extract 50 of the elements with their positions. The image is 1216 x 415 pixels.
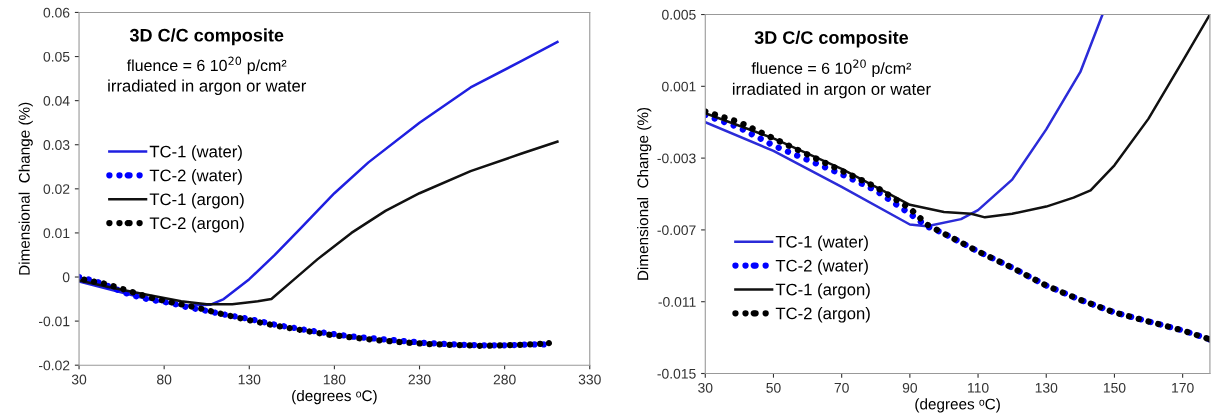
x-tick-label: 90 [902,382,918,393]
legend-label: TC-2 (argon) [775,307,870,323]
x-tick-label: 30 [71,374,87,385]
x-tick-label: 180 [323,374,346,385]
x-tick-label: 80 [157,374,172,385]
x-tick-label: 330 [578,374,601,385]
y-tick-label: 0.005 [662,9,696,20]
x-tick-label: 70 [834,382,849,393]
text: fluence = 6 10$^{20}$ p/cm² [751,59,912,78]
y-tick-label: -0.02 [38,360,70,371]
y-tick-label: 0.02 [43,184,70,194]
y-axis-title: Dimensional Change (%) [637,107,652,280]
x-tick-label: 150 [1103,382,1126,393]
x-tick-label: 230 [408,374,431,385]
y-tick-label: -0.011 [658,297,696,307]
text: fluence = 6 10$^{20}$ p/cm² [126,56,287,75]
annotation: irradiated in argon or water [108,79,307,96]
x-axis-title: (degrees ᵒC) [915,398,1000,413]
x-tick-label: 170 [1172,382,1194,393]
x-tick-label: 280 [493,374,516,385]
y-tick-label: -0.003 [657,153,696,164]
y-tick-label: 0.04 [43,95,70,106]
x-tick-label: 50 [766,382,781,393]
y-tick-label: -0.015 [657,368,696,379]
line-series [79,140,559,306]
y-tick-label: 0.03 [43,140,70,150]
y-tick-label: 0 [62,272,70,283]
x-tick-label: 130 [1035,382,1058,393]
line-series [705,14,1104,228]
legend-label: TC-2 (water) [775,259,868,275]
legend-label: TC-2 (water) [149,169,242,185]
legend-label: TC-1 (argon) [775,283,870,299]
x-tick-label: 30 [698,382,713,393]
y-tick-label: 0.06 [43,7,70,18]
text: 3D C/C composite [754,30,909,48]
annotation: irradiated in argon or water [732,82,931,99]
x-axis-title: (degrees ᵒC) [292,389,377,405]
legend-label: TC-2 (argon) [149,216,244,233]
y-tick-label: 0.001 [662,81,696,92]
y-tick-label: 0.01 [43,228,70,239]
legend-label: TC-1 (water) [149,145,242,161]
y-axis-title: Dimensional Change (%) [18,102,33,275]
legend-label: TC-1 (argon) [149,192,244,209]
text: 3D C/C composite [129,28,284,46]
y-tick-label: -0.007 [657,225,696,236]
x-tick-label: 130 [238,374,261,385]
y-tick-label: 0.05 [43,51,70,62]
legend-label: TC-1 (water) [775,235,868,251]
x-tick-label: 110 [968,382,989,393]
y-tick-label: -0.01 [38,316,70,327]
